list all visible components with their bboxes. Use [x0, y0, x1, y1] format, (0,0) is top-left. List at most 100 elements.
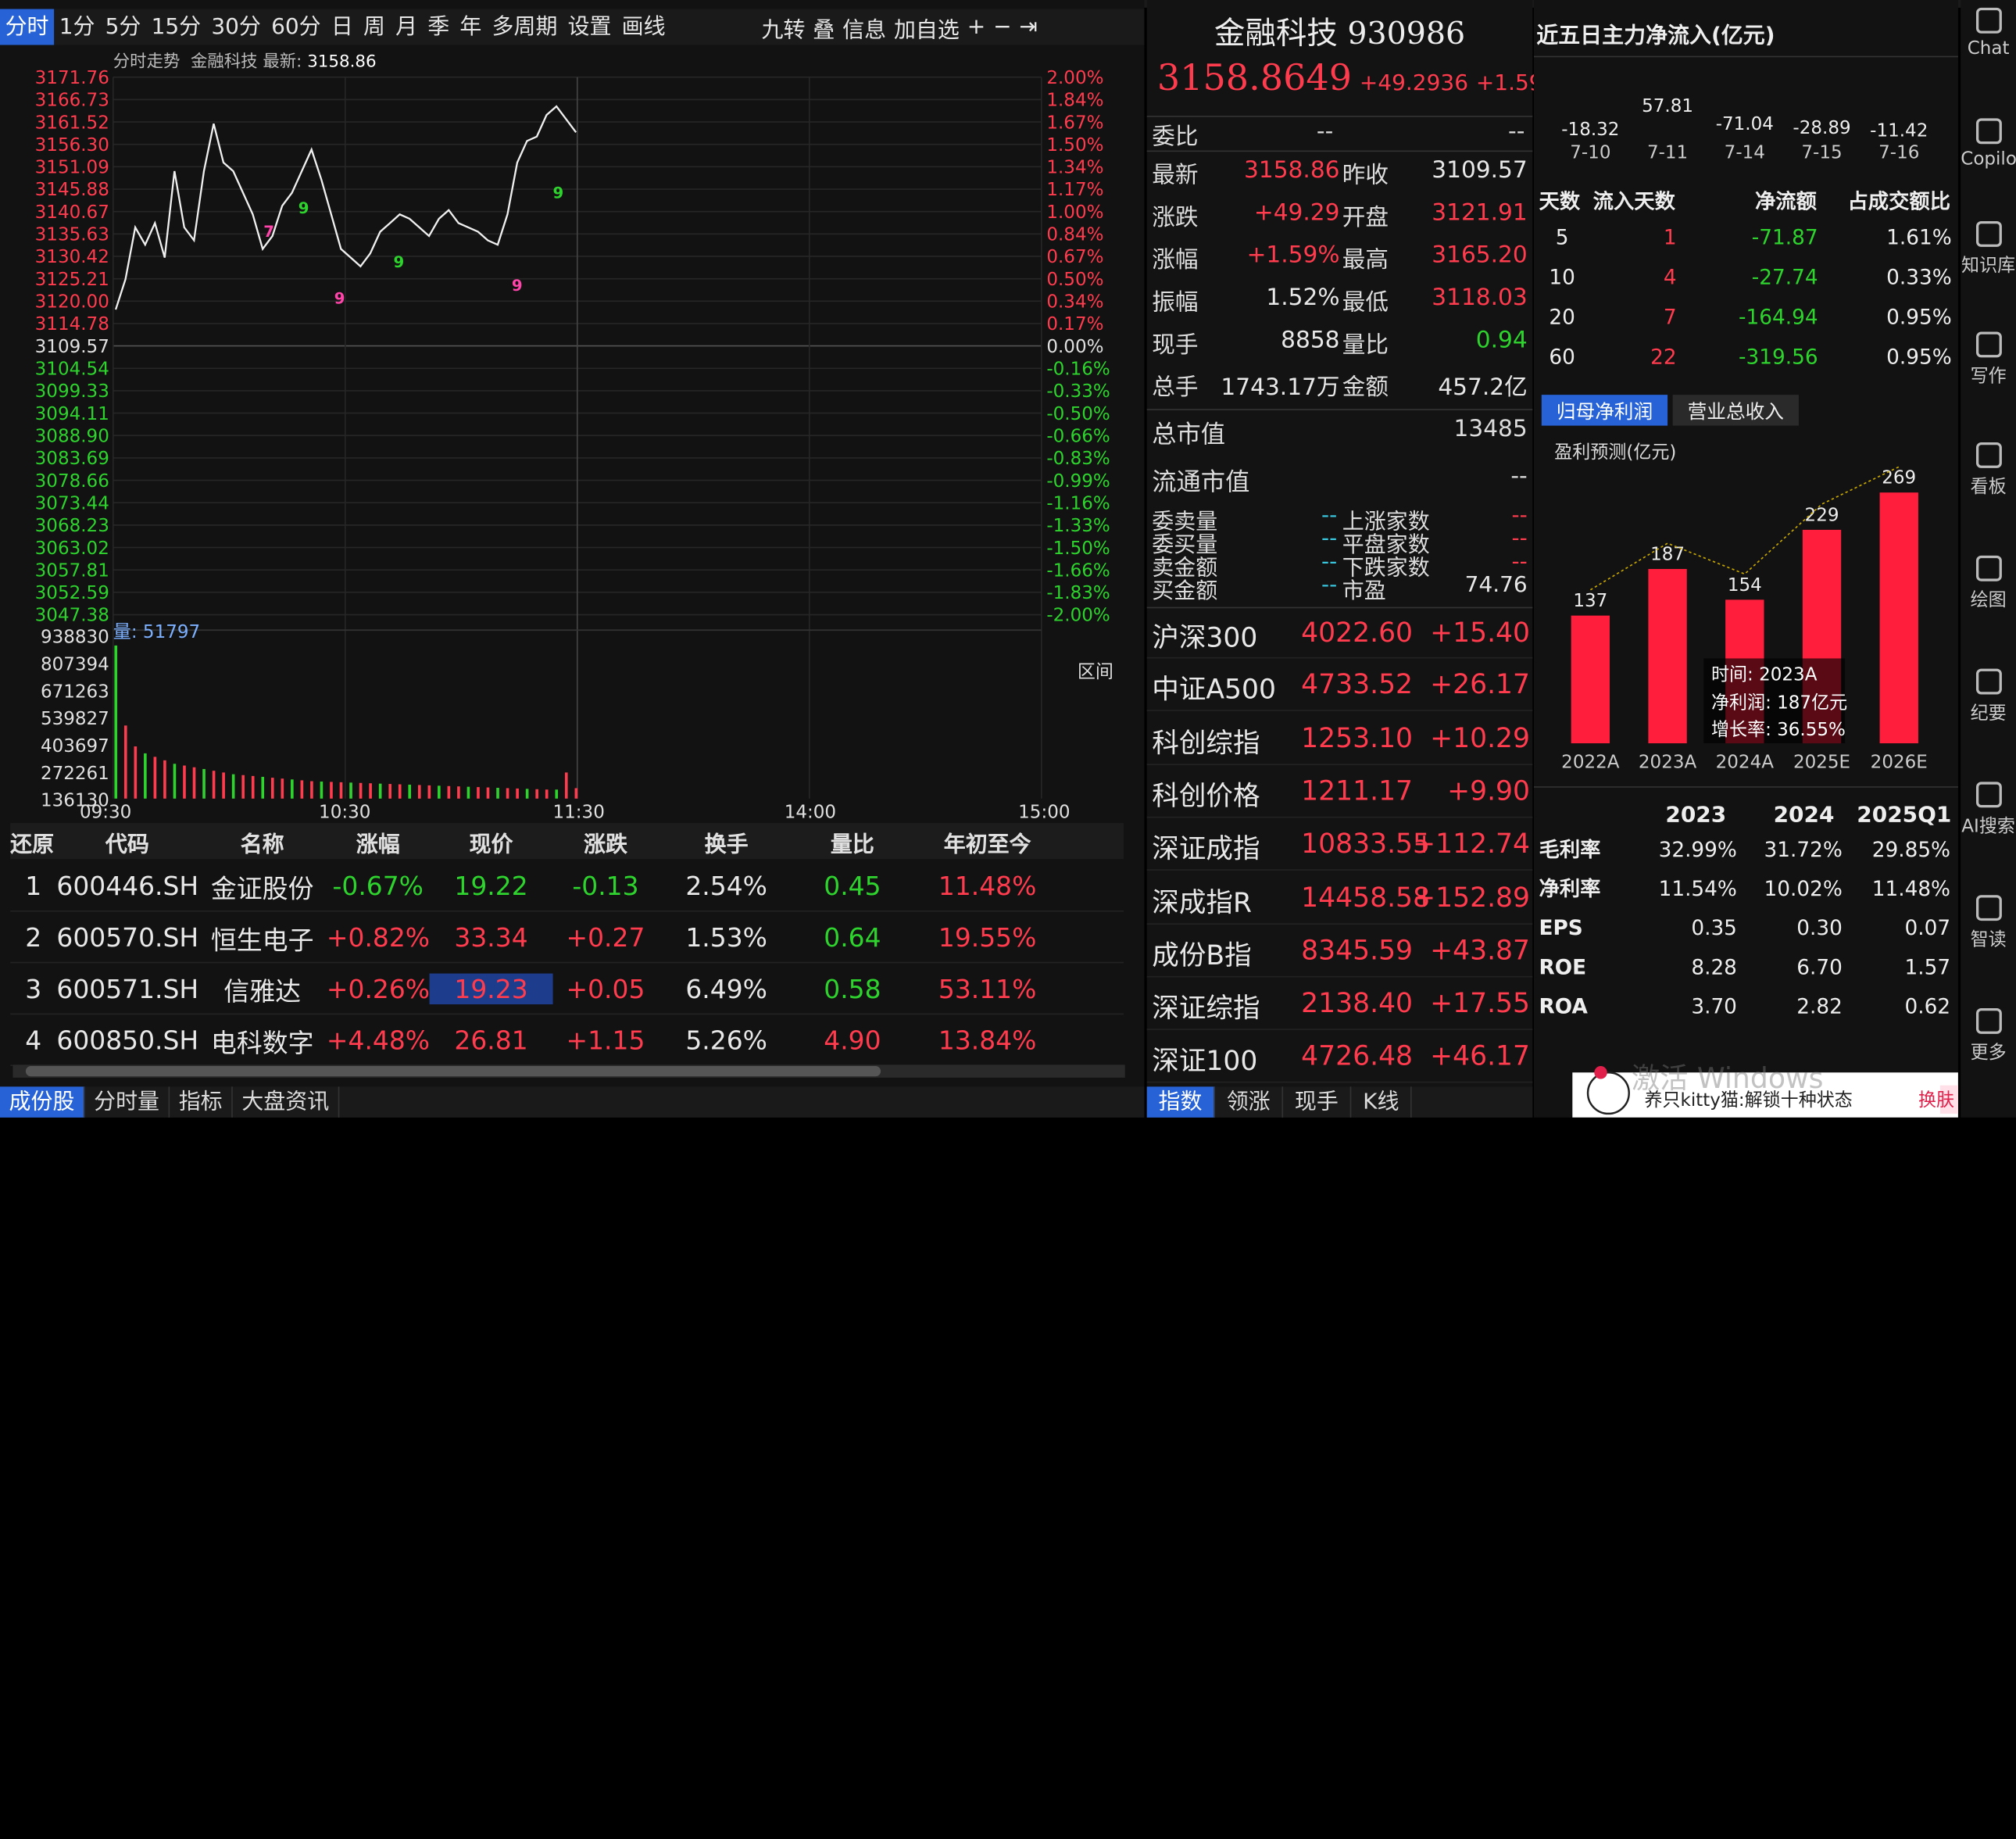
mid-tab-2[interactable]: 现手: [1283, 1086, 1352, 1118]
index-row[interactable]: 深证综指 2138.40 +17.55: [1146, 979, 1533, 1031]
toolbar-right-1[interactable]: 叠: [813, 17, 835, 44]
index-row[interactable]: 成份B指 8345.59 +43.87: [1146, 925, 1533, 978]
index-row[interactable]: 科创综指 1253.10 +10.29: [1146, 714, 1533, 765]
period-tab-9[interactable]: 季: [427, 14, 450, 41]
sidebar-item-0[interactable]: Chat: [1961, 7, 2016, 59]
col-header[interactable]: 涨跌: [584, 831, 627, 857]
forecast-bar[interactable]: [1879, 492, 1918, 744]
period-tab-1[interactable]: 1分: [59, 14, 95, 41]
col-header[interactable]: 代码: [105, 831, 149, 857]
col-header[interactable]: 年初至今: [943, 831, 1031, 857]
col-header[interactable]: 名称: [240, 831, 284, 857]
mid-tab-1[interactable]: 领涨: [1215, 1086, 1284, 1118]
skin-button-bg[interactable]: [1939, 1085, 1958, 1114]
sidebar-item-7[interactable]: AI搜索: [1961, 782, 2016, 838]
left-tab-2[interactable]: 指标: [170, 1086, 233, 1118]
toolbar-right-2[interactable]: 信息: [842, 17, 887, 44]
table-row[interactable]: 2 600570.SH 恒生电子 +0.82% 33.34 +0.27 1.53% 0.64 1…: [10, 913, 1124, 964]
scroll-thumb[interactable]: [25, 1066, 881, 1077]
forecast-bar[interactable]: [1648, 568, 1687, 744]
sidebar-item-2[interactable]: 知识库: [1961, 221, 2016, 277]
sidebar-item-8[interactable]: 智读: [1961, 895, 2016, 951]
y-price-tick: 3094.11: [35, 404, 109, 424]
sidebar-item-5[interactable]: 绘图: [1961, 555, 2016, 612]
ad-text: 养只kitty猫:解锁十种状态: [1644, 1090, 1852, 1111]
intraday-chart[interactable]: 3171.76 2.00% 3166.73 1.84% 3161.52 1.67% 3156…: [0, 46, 1145, 824]
y-price-tick: 3057.81: [35, 560, 109, 581]
col-header[interactable]: 涨幅: [356, 831, 400, 857]
sidebar-item-3[interactable]: 写作: [1961, 331, 2016, 388]
index-row[interactable]: 深证100 4726.48 +46.17: [1146, 1032, 1533, 1084]
toolbar-right-4[interactable]: +: [967, 14, 986, 41]
sidebar-item-4[interactable]: 看板: [1961, 442, 2016, 499]
toolbar-right-6[interactable]: ⇥: [1019, 14, 1038, 41]
range-button[interactable]: 区间: [1077, 662, 1113, 683]
cell-price: 19.22: [454, 870, 528, 902]
y-pct-tick: -0.66%: [1046, 426, 1110, 446]
left-bottom-tabs: 成份股 分时量 指标 大盘资讯: [0, 1086, 1145, 1118]
period-tab-2[interactable]: 5分: [105, 14, 141, 41]
fin-cell: 11.48%: [1872, 878, 1950, 901]
period-tab-6[interactable]: 日: [331, 14, 353, 41]
toolbar-right-5[interactable]: −: [993, 14, 1012, 41]
index-row[interactable]: 中证A500 4733.52 +26.17: [1146, 660, 1533, 712]
small-label: 下跌家数: [1342, 555, 1430, 581]
period-tab-11[interactable]: 多周期: [491, 14, 558, 41]
col-header[interactable]: 量比: [830, 831, 874, 857]
index-change: +17.55: [1430, 987, 1531, 1019]
period-tab-5[interactable]: 60分: [271, 14, 321, 41]
small-label: 买金额: [1152, 578, 1218, 605]
index-row[interactable]: 沪深300 4022.60 +15.40: [1146, 606, 1533, 659]
forecast-value: 269: [1882, 468, 1916, 488]
mid-tab-0[interactable]: 指数: [1146, 1086, 1215, 1118]
table-scrollbar[interactable]: [13, 1064, 1125, 1078]
period-tab-13[interactable]: 画线: [621, 14, 666, 41]
cell-vr: 4.90: [824, 1025, 881, 1056]
tab-revenue[interactable]: [1672, 395, 1799, 426]
left-tab-3[interactable]: 大盘资讯: [233, 1086, 340, 1118]
flow-days: 10: [1549, 267, 1575, 290]
mcap-value: 13485: [1453, 415, 1528, 443]
toolbar-right-3[interactable]: 加自选: [893, 17, 960, 44]
period-tab-7[interactable]: 周: [363, 14, 385, 41]
quote-row: 振幅 1.52% 最低 3118.03: [1147, 284, 1533, 323]
index-name: 深证100: [1152, 1046, 1258, 1077]
period-tab-0[interactable]: 分时: [0, 9, 55, 45]
y-pct-tick: -0.16%: [1046, 359, 1110, 379]
sidebar-label: Copilo: [1961, 148, 2016, 170]
period-tab-4[interactable]: 30分: [211, 14, 261, 41]
forecast-year: 2024A: [1716, 752, 1775, 772]
index-row[interactable]: 深证成指 10833.55 +112.74: [1146, 819, 1533, 871]
period-tab-10[interactable]: 年: [459, 14, 482, 41]
vol-tick: 671263: [41, 682, 109, 702]
tooltip-time: 时间: 2023A: [1711, 664, 1818, 685]
fin-row-label: ROA: [1539, 996, 1589, 1019]
col-header[interactable]: 现价: [469, 831, 513, 857]
index-row[interactable]: 科创价格 1211.17 +9.90: [1146, 766, 1533, 818]
period-tab-12[interactable]: 设置: [567, 14, 612, 41]
index-row[interactable]: 深成指R 14458.58 +152.89: [1146, 872, 1533, 925]
sidebar-label: 绘图: [1970, 590, 2007, 611]
table-row[interactable]: 1 600446.SH 金证股份 -0.67% 19.22 -0.13 2.54% 0.45 1…: [10, 861, 1124, 912]
quote-label: 昨收: [1342, 162, 1389, 189]
chart-bg: [0, 46, 1145, 824]
period-tab-3[interactable]: 15分: [151, 14, 202, 41]
ad-banner[interactable]: [1572, 1072, 1958, 1118]
skin-button[interactable]: 换肤: [1918, 1090, 1954, 1111]
col-header[interactable]: 还原: [10, 831, 55, 857]
col-header[interactable]: 换手: [704, 831, 749, 857]
forecast-value: 187: [1650, 544, 1685, 564]
left-tab-0[interactable]: 成份股: [0, 1086, 85, 1118]
sidebar-item-9[interactable]: 更多: [1961, 1007, 2016, 1064]
mid-tab-3[interactable]: K线: [1351, 1086, 1412, 1118]
toolbar-right-0[interactable]: 九转: [761, 17, 806, 44]
table-row[interactable]: 4 600850.SH 电科数字 +4.48% 26.81 +1.15 5.26% 4.90 1…: [10, 1016, 1124, 1067]
vol-tick: 938830: [41, 628, 109, 648]
sidebar-item-6[interactable]: 纪要: [1961, 668, 2016, 725]
tab-net-profit[interactable]: [1541, 395, 1668, 426]
period-tab-8[interactable]: 月: [395, 14, 418, 41]
sidebar-item-1[interactable]: Copilo: [1961, 118, 2016, 170]
left-tab-1[interactable]: 分时量: [85, 1086, 170, 1118]
table-row[interactable]: 3 600571.SH 信雅达 +0.26% 19.23 +0.05 6.49% 0.58 53…: [10, 964, 1124, 1015]
forecast-bar[interactable]: [1571, 615, 1610, 744]
